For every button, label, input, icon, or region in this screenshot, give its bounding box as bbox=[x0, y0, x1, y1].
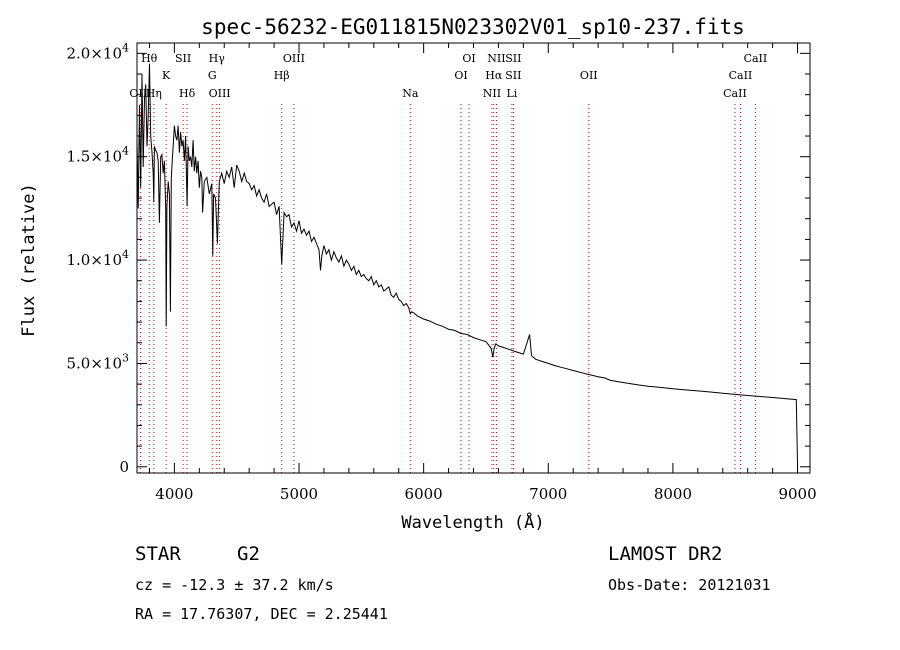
y-tick-label: 1.5×104 bbox=[66, 145, 129, 166]
line-label: OIII bbox=[283, 52, 305, 65]
survey-name: LAMOST DR2 bbox=[608, 543, 723, 565]
line-label: G bbox=[208, 69, 217, 82]
line-label: K bbox=[162, 69, 171, 82]
x-tick-label: 5000 bbox=[280, 485, 318, 503]
y-tick-exponent: 4 bbox=[122, 41, 129, 54]
line-label: Hη bbox=[146, 87, 162, 100]
redshift-cz: cz = -12.3 ± 37.2 km/s bbox=[135, 576, 334, 594]
line-label: Li bbox=[506, 87, 517, 100]
object-subclass: G2 bbox=[237, 543, 260, 565]
x-tick-label: 6000 bbox=[405, 485, 443, 503]
line-label: OI bbox=[462, 52, 475, 65]
line-label: Hγ bbox=[209, 52, 226, 65]
observation-date: Obs-Date: 20121031 bbox=[608, 576, 771, 594]
object-class: STAR bbox=[135, 543, 181, 565]
plot-frame bbox=[136, 42, 811, 474]
y-tick-exponent: 4 bbox=[122, 248, 129, 261]
y-tick-exponent: 3 bbox=[122, 351, 129, 364]
line-label: CaII bbox=[744, 52, 768, 65]
line-label: CaII bbox=[723, 87, 747, 100]
line-label: Hθ bbox=[141, 52, 158, 65]
y-axis-label: Flux (relative) bbox=[19, 183, 39, 337]
x-tick-label: 4000 bbox=[155, 485, 193, 503]
line-label: Na bbox=[402, 87, 419, 100]
y-tick-label: 0 bbox=[119, 458, 129, 476]
chart-title: spec-56232-EG011815N023302V01_sp10-237.f… bbox=[201, 15, 745, 39]
line-label: OII bbox=[580, 69, 598, 82]
spectral-line-markers bbox=[139, 104, 756, 473]
x-tick-label: 9000 bbox=[778, 485, 816, 503]
line-label: OI bbox=[454, 69, 467, 82]
coordinates: RA = 17.76307, DEC = 2.25441 bbox=[135, 605, 388, 623]
spectrum-line bbox=[136, 63, 798, 464]
line-label: CaII bbox=[729, 69, 753, 82]
line-label: Hδ bbox=[179, 87, 196, 100]
axis-ticks bbox=[137, 43, 810, 473]
line-label: SII bbox=[175, 52, 191, 65]
line-label: Hβ bbox=[274, 69, 290, 82]
line-label: NII bbox=[487, 52, 505, 65]
line-label: OIII bbox=[129, 87, 151, 100]
y-tick-label: 5.0×103 bbox=[66, 351, 129, 372]
y-tick-exponent: 4 bbox=[122, 145, 129, 158]
line-label: SII bbox=[505, 52, 521, 65]
line-label: OIII bbox=[209, 87, 231, 100]
tick-labels: 4000 5000 6000 7000 8000 9000 0 5.0×103 1.0×104 1… bbox=[66, 41, 816, 503]
line-label: NII bbox=[483, 87, 501, 100]
x-axis-label: Wavelength (Å) bbox=[401, 511, 544, 533]
x-tick-label: 7000 bbox=[529, 485, 567, 503]
line-label: SII bbox=[505, 69, 521, 82]
x-tick-label: 8000 bbox=[654, 485, 692, 503]
y-tick-label: 1.0×104 bbox=[66, 248, 129, 269]
line-label: Hα bbox=[485, 69, 503, 82]
y-tick-label: 2.0×104 bbox=[66, 41, 129, 62]
